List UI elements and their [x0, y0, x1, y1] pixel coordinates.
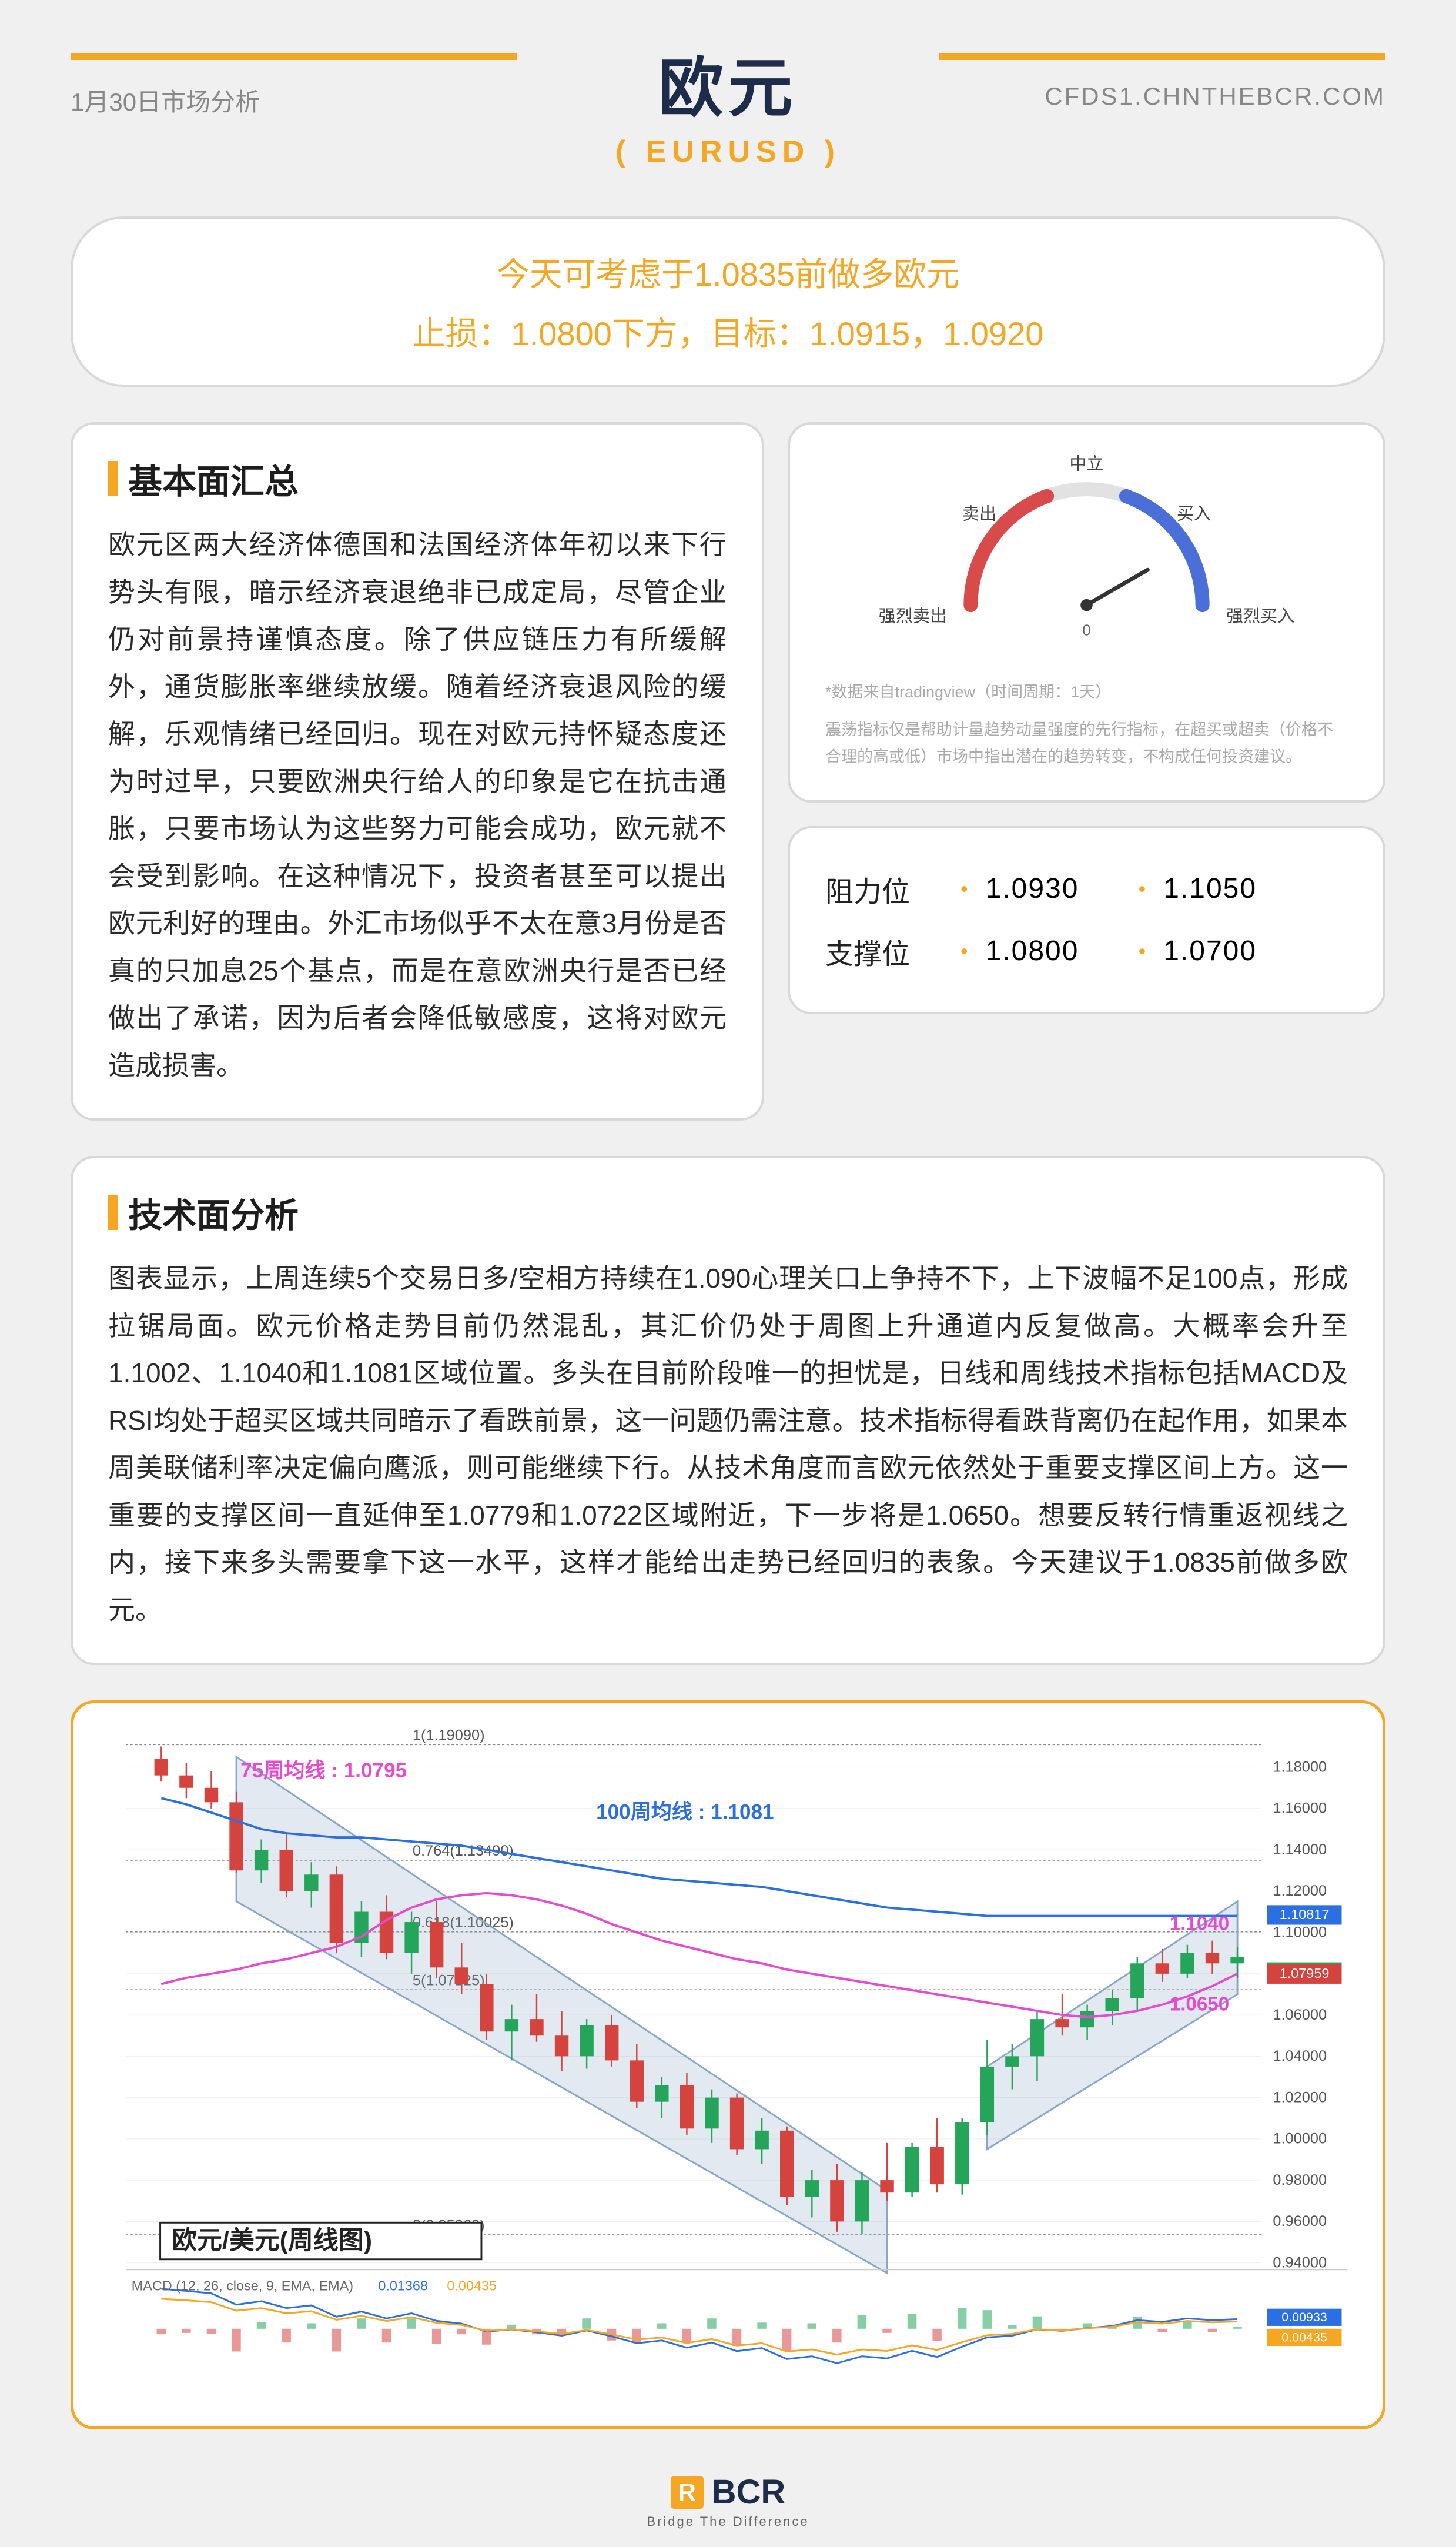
resistance-value-2: 1.1050 — [1163, 873, 1293, 905]
report-url: CFDS1.CHNTHEBCR.COM — [1045, 82, 1385, 111]
bullet-icon: • — [960, 939, 968, 964]
fundamentals-panel: 基本面汇总 欧元区两大经济体德国和法国经济体年初以来下行势头有限，暗示经济衰退绝… — [71, 422, 764, 1121]
technical-panel: 技术面分析 图表显示，上周连续5个交易日多/空相方持续在1.090心理关口上争持… — [71, 1156, 1385, 1665]
footer: R BCR Bridge The Difference — [0, 2472, 1456, 2529]
price-chart-panel: 1.180001.160001.140001.120001.100001.080… — [71, 1700, 1385, 2429]
svg-text:0.94000: 0.94000 — [1273, 2254, 1327, 2271]
svg-text:1.10000: 1.10000 — [1273, 1924, 1327, 1940]
strategy-line-2: 止损：1.0800下方，目标：1.0915，1.0920 — [108, 307, 1348, 355]
report-date: 1月30日市场分析 — [71, 82, 260, 118]
svg-text:1.00000: 1.00000 — [1273, 2131, 1327, 2147]
svg-text:强烈卖出: 强烈卖出 — [879, 607, 947, 626]
brand-name: BCR — [712, 2472, 786, 2512]
svg-text:买入: 买入 — [1177, 505, 1211, 524]
resistance-row: 阻力位 • 1.0930 • 1.1050 — [825, 858, 1348, 920]
sentiment-gauge-panel: 强烈卖出 卖出 中立买入强烈买入 0 *数据来自tradingview（时间周期：1天… — [788, 422, 1385, 803]
svg-text:1.14000: 1.14000 — [1273, 1841, 1327, 1858]
svg-text:1.06000: 1.06000 — [1273, 2007, 1327, 2023]
bullet-icon: • — [1139, 877, 1146, 901]
fundamentals-body: 欧元区两大经济体德国和法国经济体年初以来下行势头有限，暗示经济衰退绝非已成定局，… — [108, 521, 727, 1089]
bullet-icon: • — [960, 877, 968, 901]
svg-text:1.07959: 1.07959 — [1280, 1966, 1330, 1981]
sentiment-gauge: 强烈卖出 卖出 中立买入强烈买入 0 — [825, 454, 1348, 666]
technical-title: 技术面分析 — [128, 1188, 299, 1237]
svg-text:中立: 中立 — [1069, 454, 1103, 474]
svg-text:0: 0 — [1082, 623, 1090, 639]
levels-panel: 阻力位 • 1.0930 • 1.1050 支撑位 • 1.0800 • 1.0… — [788, 826, 1385, 1014]
gauge-source-note: *数据来自tradingview（时间周期：1天） — [825, 679, 1348, 706]
header-rule-right — [939, 53, 1385, 60]
brand-tagline: Bridge The Difference — [0, 2514, 1456, 2529]
svg-text:MACD (12, 26, close, 9, EMA, E: MACD (12, 26, close, 9, EMA, EMA) — [132, 2278, 353, 2293]
svg-text:0.00933: 0.00933 — [1281, 2310, 1327, 2324]
svg-text:1(1.19090): 1(1.19090) — [413, 1727, 485, 1744]
support-row: 支撑位 • 1.0800 • 1.0700 — [825, 920, 1348, 982]
svg-text:1.04000: 1.04000 — [1273, 2048, 1327, 2064]
svg-text:1.10817: 1.10817 — [1280, 1907, 1330, 1922]
section-bar-icon — [108, 1195, 118, 1230]
svg-text:0.96000: 0.96000 — [1273, 2213, 1327, 2230]
strategy-line-1: 今天可考虑于1.0835前做多欧元 — [108, 248, 1348, 296]
fundamentals-title: 基本面汇总 — [128, 454, 299, 503]
header-rule-left — [71, 53, 517, 60]
svg-text:卖出: 卖出 — [962, 504, 996, 524]
svg-text:1.16000: 1.16000 — [1273, 1800, 1327, 1817]
header: 欧元 ( EURUSD ) 1月30日市场分析 CFDS1.CHNTHEBCR.… — [0, 0, 1456, 193]
svg-text:1.0650: 1.0650 — [1170, 1993, 1229, 2015]
bullet-icon: • — [1139, 939, 1146, 964]
brand-logo-icon: R — [671, 2476, 704, 2509]
resistance-value-1: 1.0930 — [986, 873, 1115, 905]
technical-body: 图表显示，上周连续5个交易日多/空相方持续在1.090心理关口上争持不下，上下波… — [108, 1255, 1348, 1633]
svg-text:欧元/美元(周线图): 欧元/美元(周线图) — [172, 2227, 372, 2255]
svg-text:1.18000: 1.18000 — [1273, 1759, 1327, 1775]
svg-text:0.98000: 0.98000 — [1273, 2172, 1327, 2188]
strategy-callout: 今天可考虑于1.0835前做多欧元 止损：1.0800下方，目标：1.0915，… — [71, 216, 1385, 387]
svg-text:75周均线 : 1.0795: 75周均线 : 1.0795 — [240, 1759, 407, 1782]
svg-text:100周均线 : 1.1081: 100周均线 : 1.1081 — [596, 1800, 774, 1823]
support-value-1: 1.0800 — [986, 935, 1115, 967]
support-value-2: 1.0700 — [1163, 935, 1293, 967]
support-label: 支撑位 — [825, 931, 937, 972]
section-bar-icon — [108, 461, 118, 496]
svg-text:0.00435: 0.00435 — [447, 2278, 497, 2293]
svg-text:强烈买入: 强烈买入 — [1226, 607, 1295, 626]
svg-text:1.02000: 1.02000 — [1273, 2089, 1327, 2105]
price-chart: 1.180001.160001.140001.120001.100001.080… — [103, 1727, 1353, 2403]
gauge-disclaimer: 震荡指标仅是帮助计量趋势动量强度的先行指标，在超买或超卖（价格不合理的高或低）市… — [825, 717, 1348, 771]
svg-text:0.01368: 0.01368 — [378, 2278, 428, 2293]
svg-text:1.1040: 1.1040 — [1170, 1913, 1229, 1934]
resistance-label: 阻力位 — [825, 868, 937, 910]
page-subtitle: ( EURUSD ) — [71, 134, 1385, 169]
svg-text:1.12000: 1.12000 — [1273, 1883, 1327, 1899]
svg-text:0.00435: 0.00435 — [1281, 2330, 1327, 2344]
